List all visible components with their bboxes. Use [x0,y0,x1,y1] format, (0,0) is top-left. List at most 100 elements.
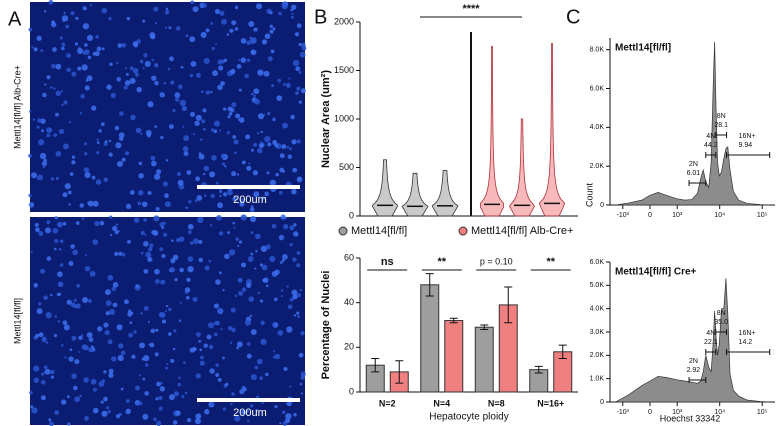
nucleus [222,407,227,411]
nucleus [34,227,40,233]
nucleus [181,105,188,112]
nucleus [285,413,292,420]
nucleus [192,133,195,136]
nucleus [164,26,168,29]
nucleus [137,189,144,196]
nucleus [198,152,202,155]
nucleus [79,112,83,115]
nucleus [165,7,169,11]
nucleus [155,397,159,401]
nucleus [84,142,88,146]
nucleus [79,395,82,398]
nucleus [61,103,64,106]
nucleus [282,410,286,414]
nucleus [251,92,254,95]
nucleus [59,239,64,243]
nucleus [61,15,69,22]
nucleus [46,133,51,138]
nucleus [46,75,51,80]
nucleus [62,192,68,198]
nucleus [232,135,237,139]
nucleus [164,201,171,208]
nucleus [135,284,139,288]
nucleus [48,0,54,5]
nucleus [67,190,72,195]
histogram-area [615,41,770,206]
gate-label: 16N+ [739,330,756,337]
nucleus [70,11,75,16]
nucleus [144,363,149,367]
nucleus [74,359,80,365]
nucleus [192,238,199,245]
nucleus [278,11,282,16]
nucleus [112,302,118,308]
nucleus [84,152,88,156]
nucleus [103,141,108,146]
nucleus [66,53,71,59]
nucleus [62,221,67,226]
nucleus [151,160,157,167]
nucleus [260,338,267,346]
nucleus [92,200,99,207]
nucleus [208,322,215,329]
nucleus [83,377,89,383]
nucleus [204,194,207,197]
nucleus [121,42,127,48]
nucleus [195,413,202,420]
nucleus [33,283,39,288]
nucleus [205,90,211,95]
nucleus [253,88,260,95]
nucleus [63,100,68,105]
nucleus [37,118,42,123]
x-axis-label: Hoechst 33342 [660,413,721,423]
nucleus [265,244,271,250]
nucleus [165,12,168,15]
nucleus [282,122,288,129]
nucleus [133,330,137,334]
nucleus [103,322,109,328]
nucleus [289,297,294,302]
nucleus [205,28,210,33]
error-bar [425,273,434,297]
nucleus [196,195,203,201]
nucleus [49,128,53,132]
nucleus [50,369,55,375]
nucleus [154,80,159,86]
nucleus [66,67,71,72]
nucleus [174,97,180,102]
nucleus [51,20,56,25]
nucleus [199,360,205,366]
nucleus [227,326,233,331]
nucleus [184,391,188,395]
nucleus [167,67,171,71]
nucleus [84,43,88,47]
error-bar [395,360,404,384]
nucleus [300,330,305,336]
nucleus [272,118,275,121]
gate-label: 16N+ [739,133,756,140]
nucleus [279,153,285,159]
nucleus [130,114,136,121]
nucleus [154,173,161,180]
y-tick-label: 5.0K [590,282,605,289]
nucleus [241,160,246,165]
nucleus [143,53,148,58]
nucleus [46,220,51,225]
nucleus [253,27,258,32]
nucleus [140,251,144,255]
nucleus [265,372,269,377]
nucleus [152,230,159,236]
nucleus [71,335,77,341]
nucleus [169,56,174,62]
nucleus [81,64,88,71]
nucleus [116,324,123,331]
nucleus [221,162,226,166]
bar [444,320,464,393]
nucleus [203,343,208,348]
nucleus [199,348,203,352]
nucleus [129,190,135,195]
nucleus [215,181,219,185]
image-background [30,2,305,212]
nucleus [108,17,112,21]
nucleus [254,98,260,105]
